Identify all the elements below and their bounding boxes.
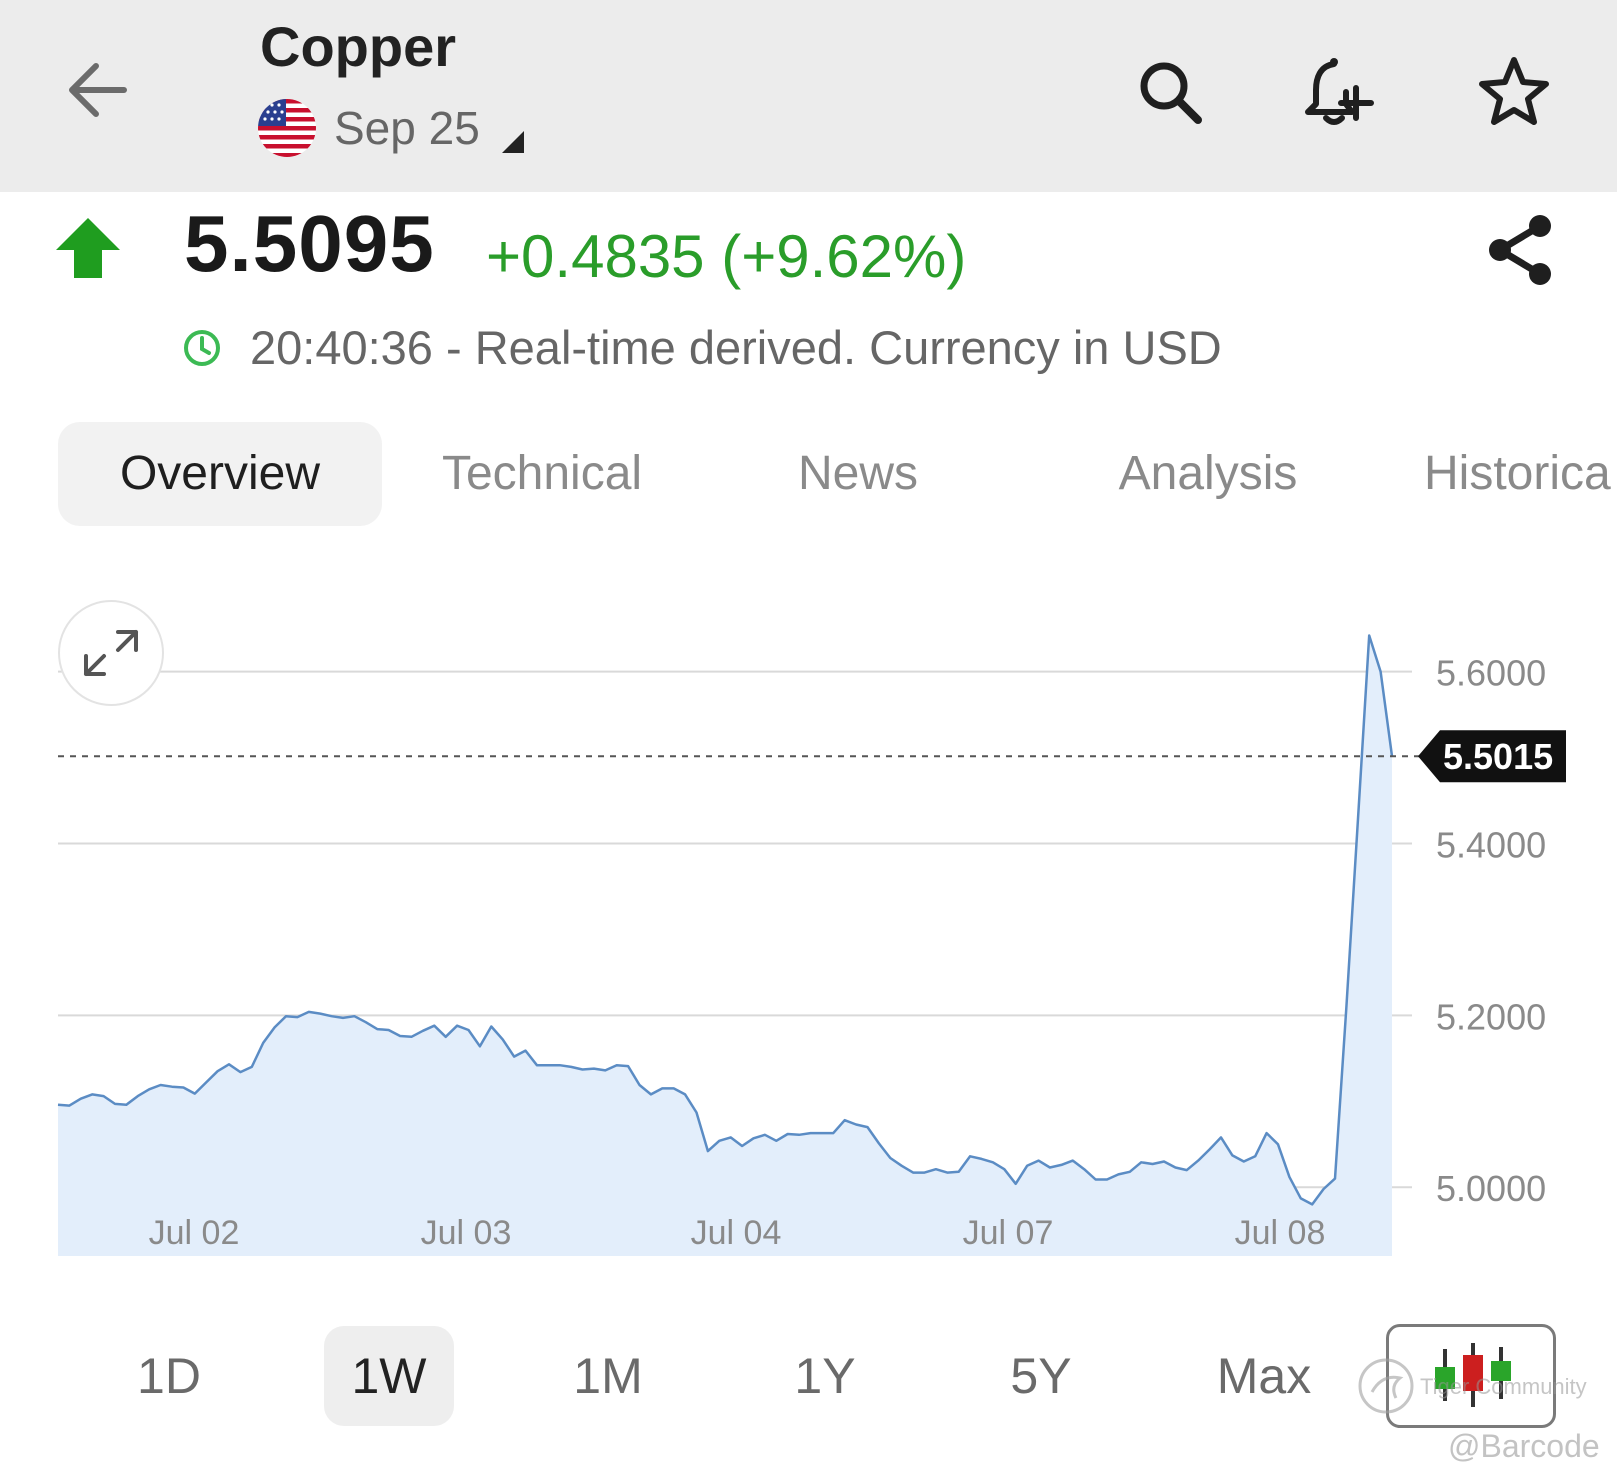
quote-status-row: 20:40:36 - Real-time derived. Currency i… xyxy=(182,320,1222,375)
range-max[interactable]: Max xyxy=(1216,1348,1312,1404)
tab-analysis[interactable]: Analysis xyxy=(1118,447,1298,500)
top-app-bar: Copper Sep 25 xyxy=(0,0,1617,192)
expand-chart-button[interactable] xyxy=(58,600,164,706)
us-flag-icon xyxy=(258,99,316,157)
watchlist-button[interactable] xyxy=(1472,52,1556,136)
star-icon xyxy=(1479,57,1549,125)
x-tick-label: Jul 07 xyxy=(963,1214,1054,1252)
back-arrow-icon xyxy=(69,63,127,117)
search-button[interactable] xyxy=(1130,52,1214,136)
share-icon xyxy=(1489,215,1551,285)
back-button[interactable] xyxy=(60,50,140,130)
price-area-fill xyxy=(58,635,1392,1256)
quote-status-text: 20:40:36 - Real-time derived. Currency i… xyxy=(250,321,1222,374)
candlestick-icon xyxy=(1435,1343,1511,1407)
x-tick-label: Jul 02 xyxy=(149,1214,240,1252)
current-value-label: 5.5015 xyxy=(1443,736,1553,777)
contract-selector[interactable]: Sep 25 xyxy=(258,96,524,160)
clock-icon xyxy=(184,329,220,366)
range-1d[interactable]: 1D xyxy=(137,1348,201,1404)
range-1y[interactable]: 1Y xyxy=(794,1348,856,1404)
page-title: Copper xyxy=(260,15,456,78)
price-change: +0.4835 (+9.62%) xyxy=(486,223,967,290)
x-tick-label: Jul 04 xyxy=(691,1214,782,1252)
caret-down-icon xyxy=(501,131,524,153)
y-tick-label: 5.4000 xyxy=(1436,824,1546,865)
y-tick-label: 5.0000 xyxy=(1436,1168,1546,1209)
time-range-selector: 1D 1W 1M 1Y 5Y Max xyxy=(0,1320,1617,1430)
x-tick-label: Jul 03 xyxy=(421,1214,512,1252)
contract-label: Sep 25 xyxy=(334,102,480,154)
share-button[interactable] xyxy=(1480,210,1560,290)
expand-icon xyxy=(84,630,138,676)
watermark-text: Tiger Community xyxy=(1420,1374,1587,1399)
section-tabs: Overview Technical News Analysis Histori… xyxy=(58,422,1617,526)
range-5y[interactable]: 5Y xyxy=(1010,1348,1072,1404)
price-line xyxy=(57,634,1394,1206)
watermark-handle: @Barcode xyxy=(1448,1428,1600,1464)
candlestick-toggle-button[interactable] xyxy=(1386,1324,1556,1428)
y-tick-label: 5.2000 xyxy=(1436,996,1546,1037)
add-alert-bell-icon xyxy=(1305,58,1374,125)
tiger-community-logo-icon xyxy=(1358,1358,1414,1414)
tab-technical[interactable]: Technical xyxy=(441,447,643,500)
tab-overview[interactable]: Overview xyxy=(58,422,382,526)
x-tick-label: Jul 08 xyxy=(1235,1214,1326,1252)
add-alert-button[interactable] xyxy=(1296,52,1380,136)
last-price: 5.5095 xyxy=(184,199,435,288)
range-1w[interactable]: 1W xyxy=(324,1326,454,1426)
tab-historical[interactable]: Historica xyxy=(1424,447,1611,500)
y-tick-label: 5.6000 xyxy=(1436,653,1546,694)
price-up-arrow-icon xyxy=(56,218,120,278)
current-value-badge xyxy=(1418,730,1566,783)
tab-news[interactable]: News xyxy=(797,447,919,500)
search-icon xyxy=(1140,62,1202,124)
range-1m[interactable]: 1M xyxy=(573,1348,643,1404)
price-chart: 5.6000 5.4000 5.2000 5.0000 5.5015 Jul 02 Jul … xyxy=(57,634,1566,1256)
watermark: Tiger Community @Barcode xyxy=(1356,1356,1600,1476)
